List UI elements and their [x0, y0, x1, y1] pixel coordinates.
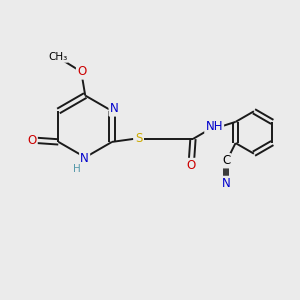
- Text: N: N: [110, 102, 118, 116]
- Text: O: O: [27, 134, 37, 147]
- Text: CH₃: CH₃: [48, 52, 67, 62]
- Text: O: O: [187, 159, 196, 172]
- Text: N: N: [80, 152, 89, 165]
- Text: NH: NH: [206, 120, 223, 133]
- Text: N: N: [222, 177, 230, 190]
- Text: C: C: [222, 154, 230, 167]
- Text: H: H: [73, 164, 80, 173]
- Text: S: S: [135, 133, 142, 146]
- Text: O: O: [77, 65, 86, 79]
